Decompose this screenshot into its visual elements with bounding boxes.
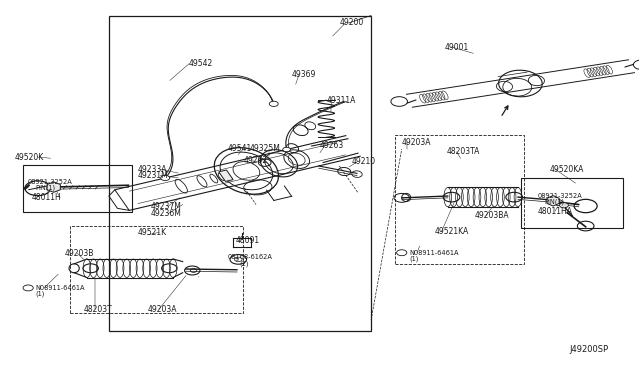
Text: 48011H: 48011H	[31, 193, 61, 202]
Text: 49237M: 49237M	[151, 202, 182, 211]
Text: N08911-6461A: N08911-6461A	[36, 285, 85, 291]
Text: 49203A: 49203A	[402, 138, 431, 147]
Text: 49262: 49262	[243, 155, 268, 164]
Text: S: S	[234, 257, 238, 262]
Polygon shape	[547, 196, 559, 206]
Text: 49521KA: 49521KA	[435, 227, 469, 237]
Polygon shape	[47, 182, 60, 192]
Text: 49311A: 49311A	[326, 96, 356, 105]
Text: 49541: 49541	[227, 144, 252, 153]
Text: 49236M: 49236M	[151, 209, 182, 218]
Text: 08921-3252A: 08921-3252A	[537, 193, 582, 199]
Text: 49200: 49200	[339, 19, 364, 28]
Bar	[521, 178, 623, 228]
Text: 48091: 48091	[236, 236, 260, 246]
Text: PIN(1): PIN(1)	[36, 185, 56, 192]
Text: 49325M: 49325M	[250, 144, 280, 153]
Text: 08921-3252A: 08921-3252A	[28, 179, 72, 185]
Text: 48203TA: 48203TA	[447, 147, 480, 156]
Text: 48011HA: 48011HA	[537, 207, 572, 216]
Text: N08911-6461A: N08911-6461A	[410, 250, 459, 256]
Polygon shape	[219, 170, 233, 182]
Text: J49200SP: J49200SP	[569, 345, 608, 354]
Text: 49203A: 49203A	[148, 305, 177, 314]
Text: 49203B: 49203B	[65, 249, 94, 258]
Text: 49001: 49001	[445, 42, 468, 51]
Text: (1): (1)	[410, 256, 419, 262]
Text: 49231M: 49231M	[138, 171, 169, 180]
Text: 49263: 49263	[320, 141, 344, 150]
Text: 49233A: 49233A	[138, 165, 168, 174]
Circle shape	[559, 203, 568, 208]
Text: 08168-6162A: 08168-6162A	[227, 254, 272, 260]
Circle shape	[283, 147, 291, 152]
Bar	[396, 135, 524, 264]
Circle shape	[161, 175, 170, 180]
Text: PIN(1): PIN(1)	[545, 199, 565, 205]
Text: (1): (1)	[36, 291, 45, 298]
Text: 49521K: 49521K	[138, 228, 167, 237]
Text: (2): (2)	[239, 260, 248, 267]
Text: 49542: 49542	[189, 59, 213, 68]
Bar	[70, 226, 243, 313]
Text: 49520K: 49520K	[15, 153, 44, 161]
Text: 49369: 49369	[291, 70, 316, 79]
Text: 48203T: 48203T	[84, 305, 113, 314]
Text: 49203BA: 49203BA	[474, 211, 509, 220]
Circle shape	[269, 101, 278, 106]
Text: 49520KA: 49520KA	[550, 165, 584, 174]
Text: 49210: 49210	[352, 157, 376, 166]
Bar	[23, 164, 132, 212]
Bar	[109, 16, 371, 331]
